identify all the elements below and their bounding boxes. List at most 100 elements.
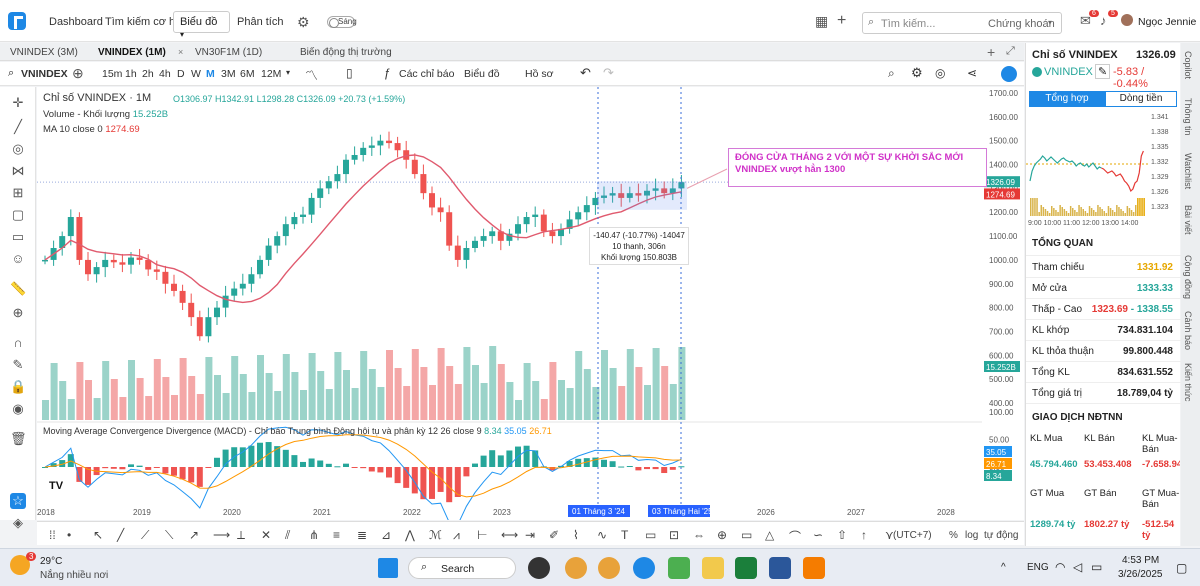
curve-icon[interactable]: ∽ <box>813 528 824 542</box>
polyline-icon[interactable]: ∿ <box>597 528 608 542</box>
nav-dashboard[interactable]: Dashboard <box>49 16 103 28</box>
magnet-icon[interactable]: ∩ <box>13 335 23 350</box>
price-label-icon[interactable]: ⇔ <box>693 528 705 542</box>
interval-W[interactable]: W <box>191 68 201 80</box>
gear-icon[interactable]: ⚙ <box>297 14 310 30</box>
text-tool-icon[interactable]: T <box>621 528 629 542</box>
zoom-icon[interactable]: ⌕ <box>888 66 895 80</box>
chrome-icon-2[interactable] <box>598 557 620 579</box>
edit-icon[interactable]: ✎ <box>1095 64 1111 79</box>
fork-icon[interactable]: ⋎ <box>885 528 894 542</box>
vtab-info[interactable]: Thông tin <box>1183 98 1193 136</box>
pattern-icon[interactable]: ⋈ <box>11 163 25 178</box>
arrow-mark-icon[interactable]: ↑ <box>861 528 867 542</box>
channel-icon[interactable]: ⫽ <box>285 528 291 542</box>
lock-icon[interactable]: 🔒 <box>10 379 27 394</box>
trendline-icon[interactable]: ╱ <box>14 119 22 134</box>
shape-icon[interactable]: ▢ <box>11 207 25 222</box>
interval-3M[interactable]: 3M <box>221 68 236 80</box>
symbol-input[interactable]: VNINDEX <box>21 68 68 80</box>
crosshair-icon[interactable]: ✛ <box>12 95 24 110</box>
star-icon[interactable]: ☆ <box>10 493 26 509</box>
tab-vn30f1m[interactable]: VN30F1M (1D) <box>195 47 263 58</box>
user-name[interactable]: Ngọc Jennie <box>1138 16 1197 28</box>
brush-icon[interactable]: ✐ <box>549 528 560 542</box>
zalo-icon[interactable] <box>633 557 655 579</box>
language[interactable]: ENG <box>1027 562 1049 573</box>
nav-analysis[interactable]: Phân tích <box>237 16 284 28</box>
fib-retrace-icon[interactable]: ≡ <box>333 528 341 542</box>
excel-icon[interactable] <box>735 557 757 579</box>
wifi-icon[interactable]: ◠ <box>1055 560 1066 574</box>
log-toggle[interactable]: log <box>965 530 979 541</box>
vtab-articles[interactable]: Bài viết <box>1183 205 1193 235</box>
word-icon[interactable] <box>769 557 791 579</box>
arrow-line-icon[interactable]: ↗ <box>189 528 200 542</box>
circle-icon[interactable]: ⊕ <box>717 528 728 542</box>
bell-icon[interactable]: ♪ <box>1100 13 1107 28</box>
search-bar[interactable]: ⌕ Tìm kiếm... Chứng khoán ▾ <box>862 12 1062 34</box>
vtab-watchlist[interactable]: Watchlist <box>1183 153 1193 190</box>
arc-icon[interactable]: ⌒ <box>789 530 802 544</box>
app-logo-icon[interactable] <box>1001 66 1017 82</box>
app-logo[interactable] <box>8 12 26 30</box>
folder-icon[interactable] <box>702 557 724 579</box>
expand-icon[interactable]: ⤢ <box>1006 45 1015 57</box>
vtab-community[interactable]: Cộng đồng <box>1183 255 1193 300</box>
interval-12M[interactable]: 12M <box>261 68 282 80</box>
triangle-icon[interactable]: △ <box>765 528 775 542</box>
trash-icon[interactable]: 🗑 <box>10 431 27 446</box>
head-shoulder-icon[interactable]: ℳ <box>429 528 442 542</box>
interval-15m[interactable]: 15m <box>102 68 123 80</box>
app-icon-5[interactable] <box>668 557 690 579</box>
zoom-in-icon[interactable]: ⊕ <box>12 305 24 320</box>
annotation-box[interactable]: ĐÓNG CỬA THÁNG 2 VỚI MỘT SỰ KHỞI SẮC MỚI… <box>728 148 987 187</box>
app-icon-9[interactable] <box>803 557 825 579</box>
dot-icon[interactable]: • <box>67 528 72 542</box>
layout-grid-icon[interactable]: ▦ <box>815 13 829 29</box>
interval-6M[interactable]: 6M <box>240 68 255 80</box>
tab-vnindex-3m[interactable]: VNINDEX (3M) <box>10 47 78 58</box>
start-icon[interactable] <box>378 558 398 578</box>
fib-ext-icon[interactable]: ≣ <box>357 528 368 542</box>
clock-date[interactable]: 3/26/2025 <box>1118 569 1163 580</box>
theme-toggle[interactable]: Sáng <box>327 16 357 28</box>
price-chart[interactable]: 1700.001600.001500.001400.001300.001200.… <box>37 87 1024 520</box>
compare-add-icon[interactable]: ⊕ <box>72 65 84 81</box>
tab-money-flow[interactable]: Dòng tiền <box>1105 91 1177 107</box>
interval-1h[interactable]: 1h <box>125 68 137 80</box>
line-chart-icon[interactable]: 〽 <box>305 68 319 83</box>
vtab-knowledge[interactable]: Kiến thức <box>1183 363 1193 402</box>
indicators-button[interactable]: Các chỉ báo <box>399 68 455 80</box>
projection-icon[interactable]: ⊞ <box>12 185 24 200</box>
nav-search-opportunity[interactable]: Tìm kiếm cơ hội <box>105 16 184 28</box>
notification-icon[interactable]: ▢ <box>1176 561 1188 575</box>
ray-tool-icon[interactable]: ⟋ <box>141 528 150 542</box>
horizontal-line-icon[interactable]: ⟶ <box>213 528 231 542</box>
timezone[interactable]: (UTC+7) <box>893 530 932 541</box>
path-icon[interactable]: ⌇ <box>573 528 579 542</box>
add-icon[interactable]: + <box>837 12 847 29</box>
measure-icon[interactable]: ⟷ <box>501 528 519 542</box>
extended-line-icon[interactable]: ⟍ <box>165 528 174 542</box>
tray-arrow-icon[interactable]: ^ <box>1001 562 1006 573</box>
chat-icon[interactable]: ✉ <box>1080 13 1091 28</box>
eye-icon[interactable]: ◉ <box>12 401 24 416</box>
pitchfork-icon[interactable]: ⋔ <box>309 528 320 542</box>
tab-market-moves[interactable]: Biến động thị trường <box>300 47 392 58</box>
interval-4h[interactable]: 4h <box>159 68 171 80</box>
range-icon[interactable]: ⇥ <box>525 528 536 542</box>
elliott-icon[interactable]: ⩘ <box>453 528 460 542</box>
share-icon[interactable]: ⋖ <box>967 66 978 80</box>
pencil-lock-icon[interactable]: ✎ <box>12 357 24 372</box>
note-icon[interactable]: ⊡ <box>669 528 680 542</box>
xabcd-icon[interactable]: ⋀ <box>405 528 415 542</box>
profile-button[interactable]: Hồ sơ <box>525 68 554 80</box>
intraday-chart[interactable]: 1.341 1.338 1.335 1.332 1.329 1.326 1.323 9:00 … <box>1026 111 1181 226</box>
clock-time[interactable]: 4:53 PM <box>1122 555 1160 566</box>
vtab-copilot[interactable]: Copilot <box>1183 51 1193 80</box>
auto-toggle[interactable]: tự động <box>984 530 1019 541</box>
settings-icon[interactable]: ⚙ <box>911 65 923 80</box>
ruler-icon[interactable]: 📏 <box>10 281 27 296</box>
arrow-up-icon[interactable]: ⇧ <box>837 528 848 542</box>
